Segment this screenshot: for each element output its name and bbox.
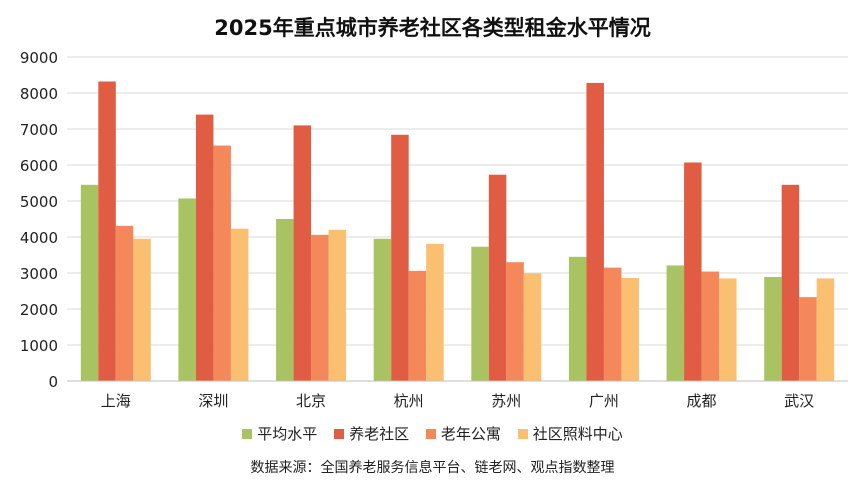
bar-1-7 xyxy=(666,265,685,381)
x-tick-label: 北京 xyxy=(296,392,326,410)
bar-2-1 xyxy=(98,81,116,381)
bar-2-3 xyxy=(293,125,312,382)
legend-label: 平均水平 xyxy=(257,425,318,443)
bar-2-7 xyxy=(684,162,702,381)
bar-4-2 xyxy=(230,228,249,381)
bar-3-2 xyxy=(213,145,231,381)
legend: 平均水平 养老社区 老年公寓 社区照料中心 xyxy=(0,423,865,444)
bar-4-6 xyxy=(621,278,639,381)
bar-4-3 xyxy=(328,229,347,381)
bar-1-4 xyxy=(373,238,392,381)
bar-3-1 xyxy=(115,225,134,381)
bar-4-5 xyxy=(523,273,542,381)
y-tick-label: 9000 xyxy=(20,49,58,67)
y-tick-label: 2000 xyxy=(20,301,58,319)
bar-4-1 xyxy=(133,238,151,381)
bar-1-1 xyxy=(80,184,99,381)
legend-label: 社区照料中心 xyxy=(532,425,623,443)
y-tick-label: 0 xyxy=(48,373,58,391)
bar-3-6 xyxy=(603,267,622,381)
bar-2-8 xyxy=(781,184,800,381)
y-tick-label: 3000 xyxy=(20,265,58,283)
source-note: 数据来源：全国养老服务信息平台、链老网、观点指数整理 xyxy=(250,460,615,476)
x-tick-label: 武汉 xyxy=(784,392,814,410)
legend-label: 老年公寓 xyxy=(440,425,501,443)
y-tick-label: 1000 xyxy=(20,337,58,355)
bar-3-8 xyxy=(799,297,817,381)
bar-2-2 xyxy=(195,114,214,381)
y-tick-label: 7000 xyxy=(20,121,58,139)
x-tick-label: 成都 xyxy=(687,392,717,410)
bar-1-5 xyxy=(471,246,489,381)
bar-2-5 xyxy=(488,174,507,381)
x-tick-label: 广州 xyxy=(589,392,619,410)
legend-label: 养老社区 xyxy=(349,425,410,443)
bar-1-8 xyxy=(764,276,782,381)
bars xyxy=(80,81,835,382)
legend-item-average: 平均水平 xyxy=(242,423,317,444)
y-tick-label: 4000 xyxy=(20,229,58,247)
y-tick-label: 8000 xyxy=(20,85,58,103)
bar-3-3 xyxy=(311,234,329,381)
bar-2-6 xyxy=(586,82,604,382)
bar-1-3 xyxy=(276,219,294,381)
bar-1-2 xyxy=(178,198,196,381)
legend-swatch xyxy=(517,429,528,439)
x-tick-label: 杭州 xyxy=(394,392,424,410)
bar-3-7 xyxy=(701,271,720,381)
x-tick-label: 深圳 xyxy=(198,392,228,410)
bar-3-4 xyxy=(408,270,427,381)
legend-item-senior-community: 养老社区 xyxy=(334,423,409,444)
legend-swatch xyxy=(425,429,436,439)
bar-4-4 xyxy=(426,243,444,381)
bar-1-6 xyxy=(568,256,587,381)
legend-item-community-care-center: 社区照料中心 xyxy=(517,423,623,444)
legend-swatch xyxy=(242,429,253,439)
chart-title: 2025年重点城市养老社区各类型租金水平情况 xyxy=(214,16,651,40)
legend-swatch xyxy=(334,429,345,439)
y-tick-label: 5000 xyxy=(20,193,58,211)
bar-3-5 xyxy=(506,262,524,381)
bar-2-4 xyxy=(391,134,409,381)
legend-item-senior-apartment: 老年公寓 xyxy=(425,423,501,444)
bar-4-8 xyxy=(816,278,835,381)
x-tick-label: 上海 xyxy=(101,392,131,410)
y-tick-label: 6000 xyxy=(20,157,58,175)
tick-labels: 0 1000 2000 3000 4000 5000 6000 7000 8000 9000 上海 深… xyxy=(20,49,814,410)
x-tick-label: 苏州 xyxy=(491,392,521,410)
bar-4-7 xyxy=(719,278,737,381)
